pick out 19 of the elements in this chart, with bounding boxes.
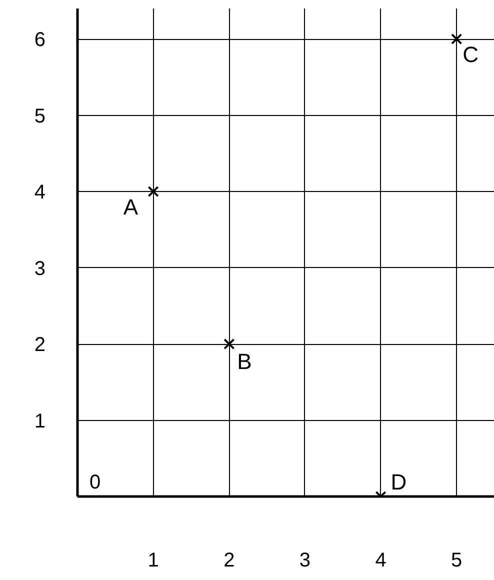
annotation: B bbox=[237, 349, 252, 374]
annotation: 0 bbox=[90, 472, 101, 494]
point bbox=[224, 338, 235, 350]
x-tick-label: 5 bbox=[451, 550, 462, 572]
x-tick-label: 3 bbox=[299, 550, 311, 572]
y-tick-label: 2 bbox=[34, 334, 46, 356]
x-tick-label: 1 bbox=[148, 550, 159, 572]
x-tick-label: 4 bbox=[375, 550, 386, 572]
y-tick-label: 5 bbox=[34, 105, 46, 128]
annotation: A bbox=[123, 194, 138, 220]
x-tick-label: 2 bbox=[224, 550, 235, 572]
point bbox=[148, 186, 159, 198]
y-tick-label: 6 bbox=[34, 29, 46, 51]
annotation: C bbox=[462, 42, 479, 67]
y-tick-label: 1 bbox=[34, 410, 46, 432]
annotation: D bbox=[390, 470, 407, 494]
y-tick-label: 3 bbox=[34, 258, 46, 280]
point bbox=[450, 33, 462, 45]
y-tick-label: 4 bbox=[34, 182, 46, 204]
